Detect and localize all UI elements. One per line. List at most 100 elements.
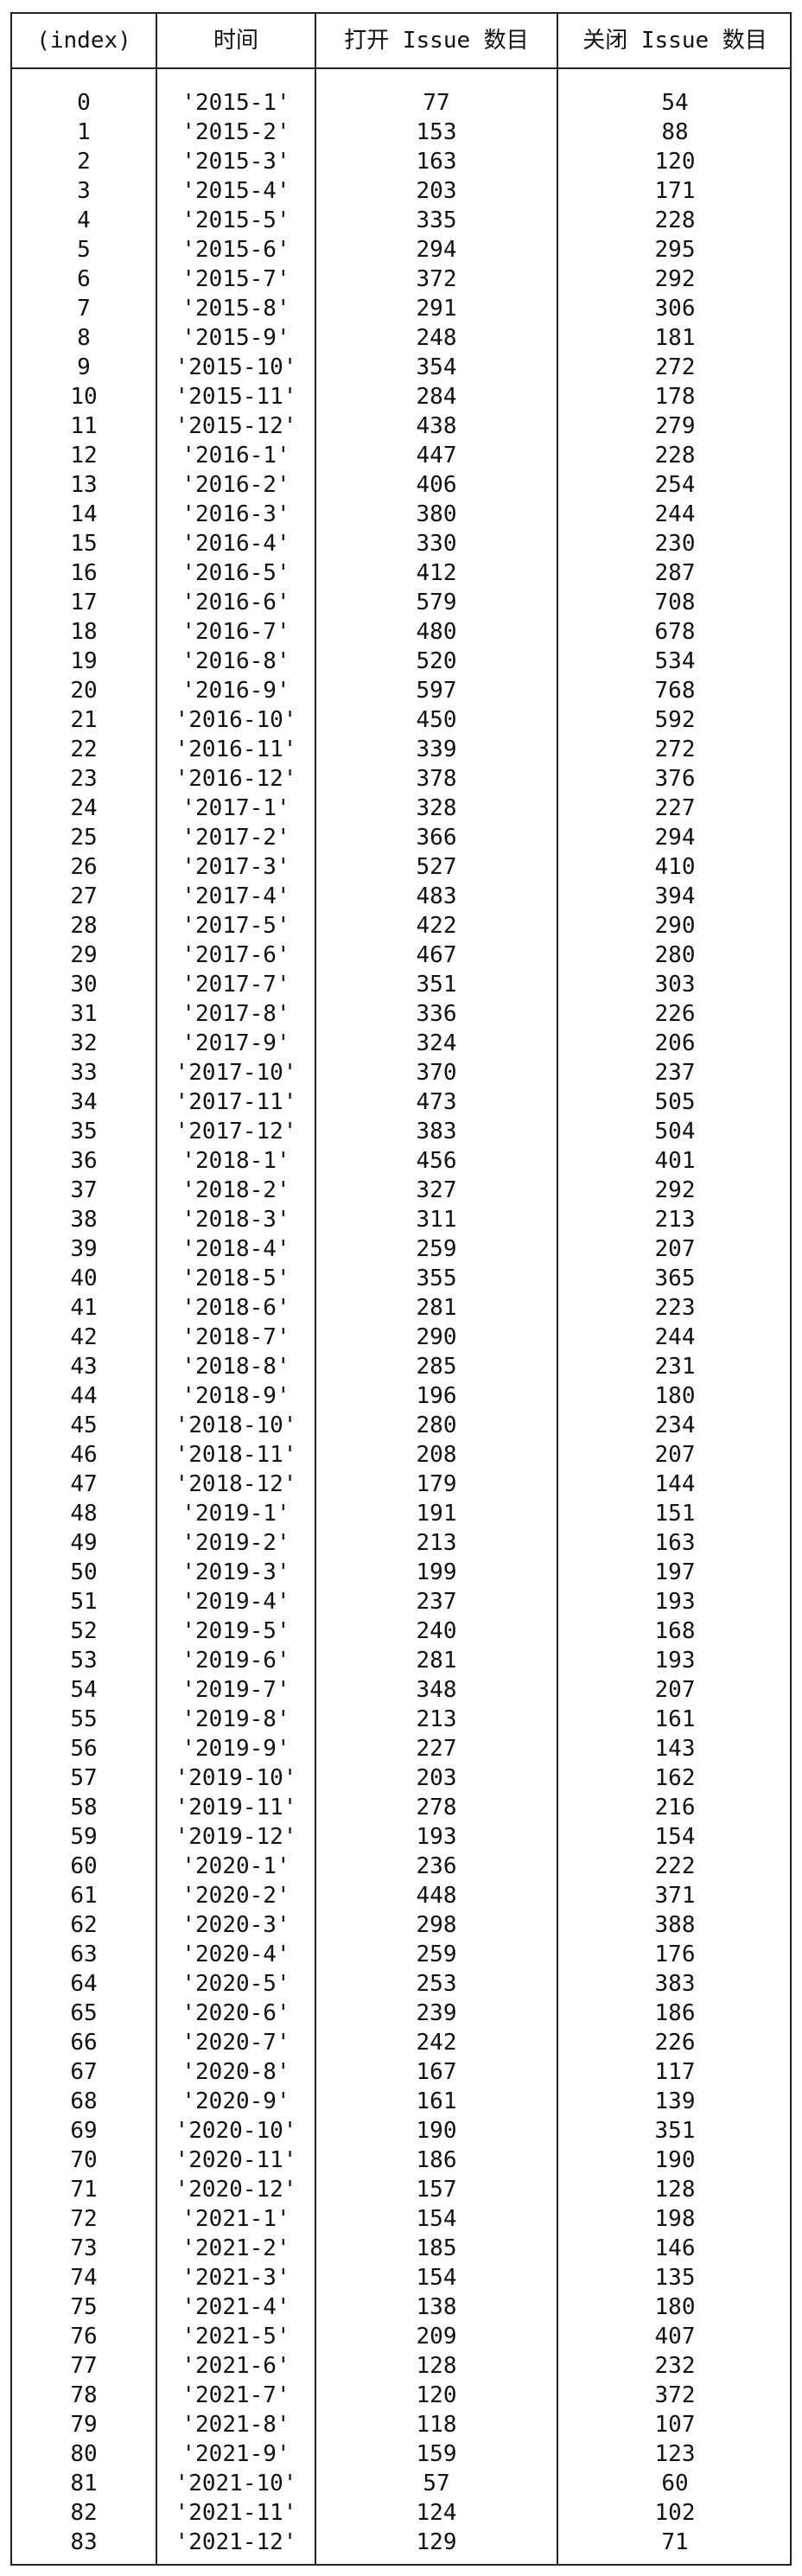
- cell-time: '2017-9': [181, 1030, 290, 1056]
- cell-time: '2015-5': [181, 207, 290, 233]
- table-row: 30 '2017-7' 351 303: [12, 970, 790, 999]
- cell-closed-issues: 60: [661, 2471, 689, 2496]
- cell-closed-issues: 180: [654, 1383, 696, 1409]
- cell-index: 33: [70, 1060, 98, 1086]
- cell-closed-issues: 231: [654, 1354, 696, 1380]
- cell-closed-issues: 190: [654, 2147, 696, 2173]
- cell-open-issues: 383: [416, 1119, 457, 1145]
- cell-index: 20: [70, 678, 98, 704]
- table-row: 26 '2017-3' 527 410: [12, 852, 790, 882]
- cell-time: '2016-3': [181, 501, 290, 527]
- cell-time: '2017-5': [181, 913, 290, 939]
- cell-index: 66: [70, 2030, 98, 2056]
- cell-open-issues: 372: [416, 266, 457, 292]
- cell-closed-issues: 237: [654, 1060, 696, 1086]
- cell-index: 16: [70, 560, 98, 586]
- cell-index: 55: [70, 1706, 98, 1732]
- cell-open-issues: 129: [416, 2529, 457, 2555]
- cell-closed-issues: 505: [654, 1089, 696, 1115]
- cell-closed-issues: 306: [654, 296, 696, 322]
- cell-index: 61: [70, 1883, 98, 1909]
- cell-time: '2020-6': [181, 2000, 290, 2026]
- table-row: 18 '2016-7' 480 678: [12, 617, 790, 647]
- cell-time: '2018-11': [175, 1442, 297, 1468]
- table-row: 48 '2019-1' 191 151: [12, 1499, 790, 1528]
- cell-index: 63: [70, 1942, 98, 1967]
- cell-open-issues: 179: [416, 1471, 457, 1497]
- cell-time: '2015-11': [175, 384, 297, 410]
- cell-open-issues: 579: [416, 590, 457, 615]
- cell-closed-issues: 222: [654, 1853, 696, 1879]
- cell-open-issues: 281: [416, 1295, 457, 1321]
- cell-index: 27: [70, 883, 98, 909]
- table-row: 58 '2019-11' 278 216: [12, 1793, 790, 1822]
- table-row: 35 '2017-12' 383 504: [12, 1117, 790, 1146]
- cell-index: 39: [70, 1236, 98, 1262]
- cell-open-issues: 438: [416, 413, 457, 439]
- cell-closed-issues: 279: [654, 413, 696, 439]
- cell-open-issues: 240: [416, 1618, 457, 1644]
- cell-time: '2020-9': [181, 2088, 290, 2114]
- table-row: 49 '2019-2' 213 163: [12, 1528, 790, 1558]
- cell-index: 10: [70, 384, 98, 410]
- cell-open-issues: 190: [416, 2118, 457, 2144]
- cell-closed-issues: 154: [654, 1824, 696, 1850]
- table-row: 21 '2016-10' 450 592: [12, 705, 790, 735]
- cell-closed-issues: 295: [654, 237, 696, 263]
- cell-time: '2017-11': [175, 1089, 297, 1115]
- cell-index: 30: [70, 972, 98, 998]
- table-row: 50 '2019-3' 199 197: [12, 1558, 790, 1587]
- cell-closed-issues: 234: [654, 1412, 696, 1438]
- data-table: (index) 时间 打开 Issue 数目 关闭 Issue 数目 0 '201…: [10, 12, 792, 2566]
- cell-time: '2015-8': [181, 296, 290, 322]
- cell-index: 31: [70, 1001, 98, 1027]
- cell-closed-issues: 230: [654, 531, 696, 557]
- table-row: 57 '2019-10' 203 162: [12, 1763, 790, 1793]
- cell-time: '2017-6': [181, 942, 290, 968]
- cell-open-issues: 259: [416, 1236, 457, 1262]
- cell-closed-issues: 407: [654, 2324, 696, 2350]
- cell-open-issues: 473: [416, 1089, 457, 1115]
- cell-closed-issues: 254: [654, 472, 696, 498]
- cell-index: 12: [70, 443, 98, 469]
- cell-closed-issues: 176: [654, 1942, 696, 1967]
- cell-closed-issues: 371: [654, 1883, 696, 1909]
- cell-closed-issues: 223: [654, 1295, 696, 1321]
- cell-open-issues: 311: [416, 1207, 457, 1233]
- cell-closed-issues: 168: [654, 1618, 696, 1644]
- cell-index: 81: [70, 2471, 98, 2496]
- table-row: 3 '2015-4' 203 171: [12, 176, 790, 206]
- cell-time: '2020-2': [181, 1883, 290, 1909]
- cell-index: 42: [70, 1324, 98, 1350]
- cell-time: '2015-3': [181, 149, 290, 175]
- cell-closed-issues: 232: [654, 2353, 696, 2379]
- cell-time: '2017-3': [181, 854, 290, 880]
- cell-time: '2018-6': [181, 1295, 290, 1321]
- cell-time: '2016-12': [175, 766, 297, 792]
- table-row: 82 '2021-11' 124 102: [12, 2498, 790, 2528]
- cell-closed-issues: 365: [654, 1266, 696, 1291]
- cell-time: '2018-4': [181, 1236, 290, 1262]
- cell-closed-issues: 143: [654, 1736, 696, 1762]
- cell-time: '2016-8': [181, 648, 290, 674]
- cell-index: 18: [70, 619, 98, 645]
- table-body: 0'2015-1' 77 54 1'2015-2' 153 88 2'2015-3' 163 1…: [12, 88, 790, 2557]
- cell-open-issues: 335: [416, 207, 457, 233]
- table-row: 59 '2019-12' 193 154: [12, 1822, 790, 1852]
- cell-time: '2021-6': [181, 2353, 290, 2379]
- table-row: 14 '2016-3' 380 244: [12, 500, 790, 529]
- cell-time: '2021-1': [181, 2206, 290, 2232]
- cell-time: '2018-10': [175, 1412, 297, 1438]
- cell-open-issues: 157: [416, 2177, 457, 2203]
- table-row: 4 '2015-5' 335 228: [12, 206, 790, 235]
- cell-open-issues: 236: [416, 1853, 457, 1879]
- table-row: 39 '2018-4' 259 207: [12, 1234, 790, 1264]
- cell-time: '2016-1': [181, 443, 290, 469]
- table-row: 24 '2017-1' 328 227: [12, 794, 790, 823]
- cell-open-issues: 209: [416, 2324, 457, 2350]
- cell-open-issues: 290: [416, 1324, 457, 1350]
- cell-open-issues: 191: [416, 1501, 457, 1527]
- table-row: 7 '2015-8' 291 306: [12, 294, 790, 323]
- cell-index: 22: [70, 736, 98, 762]
- table-row: 46 '2018-11' 208 207: [12, 1440, 790, 1470]
